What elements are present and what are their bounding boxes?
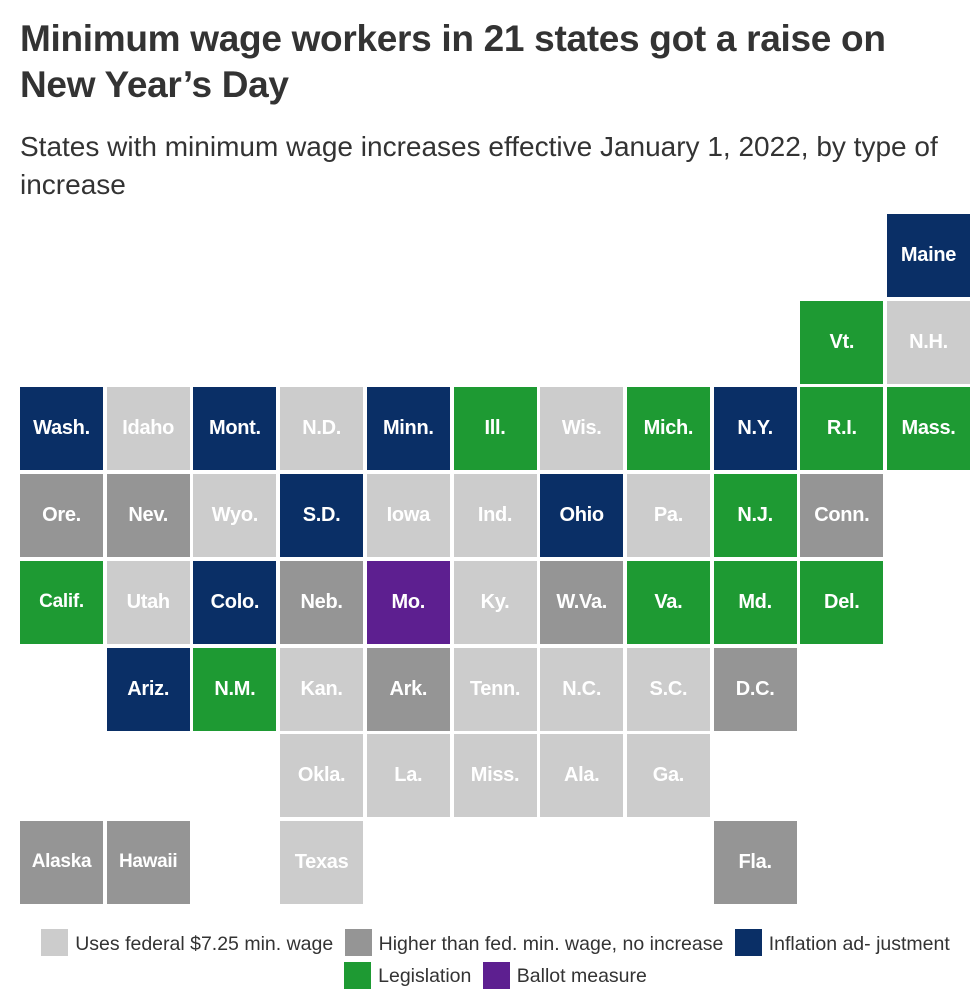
legend-swatch-higher xyxy=(344,929,372,957)
state-tile-mo: Mo. xyxy=(366,560,450,644)
state-tile-n-m: N.M. xyxy=(193,647,277,731)
state-tile-la: La. xyxy=(366,734,450,818)
legend-label-federal: Uses federal $7.25 min. wage xyxy=(75,933,334,955)
legend-label-inflation: Inflation ad- justment xyxy=(768,933,950,955)
state-tile-nev: Nev. xyxy=(106,474,190,558)
state-tile-alaska: Alaska xyxy=(20,820,103,904)
state-tile-ala: Ala. xyxy=(540,734,624,818)
state-tile-mass: Mass. xyxy=(887,387,970,471)
state-tile-hawaii: Hawaii xyxy=(106,820,190,904)
state-tile-ariz: Ariz. xyxy=(106,647,190,731)
state-tile-kan: Kan. xyxy=(280,647,364,731)
state-tile-n-j: N.J. xyxy=(713,474,797,558)
legend-item-legislation: Legislation xyxy=(338,961,472,989)
state-tile-maine: Maine xyxy=(887,214,970,297)
state-tile-ky: Ky. xyxy=(453,560,537,644)
state-tile-ark: Ark. xyxy=(366,647,450,731)
tile-map: Maine Vt. N.H. Wash. Idaho Mont. N.D. Minn. Ill.… xyxy=(20,214,970,904)
state-tile-mont: Mont. xyxy=(193,387,277,471)
state-tile-ohio: Ohio xyxy=(540,474,624,558)
state-tile-mich: Mich. xyxy=(626,387,710,471)
state-tile-calif: Calif. xyxy=(20,560,103,644)
state-tile-texas: Texas xyxy=(280,820,364,904)
state-tile-minn: Minn. xyxy=(366,387,450,471)
state-tile-utah: Utah xyxy=(106,560,190,644)
state-tile-wis: Wis. xyxy=(540,387,624,471)
legend-item-inflation: Inflation ad- justment xyxy=(729,929,950,957)
state-tile-wyo: Wyo. xyxy=(193,474,277,558)
legend-label-higher: Higher than fed. min. wage, no increase xyxy=(378,933,724,955)
state-tile-md: Md. xyxy=(713,560,797,644)
state-tile-conn: Conn. xyxy=(800,474,884,558)
state-tile-tenn: Tenn. xyxy=(453,647,537,731)
state-tile-n-h: N.H. xyxy=(887,300,970,384)
state-tile-colo: Colo. xyxy=(193,560,277,644)
state-tile-ga: Ga. xyxy=(626,734,710,818)
state-tile-d-c: D.C. xyxy=(713,647,797,731)
legend-swatch-legislation xyxy=(344,961,372,989)
state-tile-w-va: W.Va. xyxy=(540,560,624,644)
legend-label-ballot: Ballot measure xyxy=(516,965,647,988)
chart-subtitle: States with minimum wage increases effec… xyxy=(20,131,938,200)
state-tile-wash: Wash. xyxy=(20,387,103,471)
state-tile-pa: Pa. xyxy=(626,474,710,558)
state-tile-idaho: Idaho xyxy=(106,387,190,471)
state-tile-r-i: R.I. xyxy=(800,387,884,471)
state-tile-n-y: N.Y. xyxy=(713,387,797,471)
legend-label-legislation: Legislation xyxy=(378,965,472,988)
state-tile-vt: Vt. xyxy=(800,300,884,384)
legend-item-higher: Higher than fed. min. wage, no increase xyxy=(339,929,724,957)
chart-title: Minimum wage workers in 21 states got a … xyxy=(20,18,886,105)
state-tile-n-d: N.D. xyxy=(280,387,364,471)
state-tile-s-c: S.C. xyxy=(626,647,710,731)
state-tile-ore: Ore. xyxy=(20,474,103,558)
state-tile-va: Va. xyxy=(626,560,710,644)
legend-swatch-inflation xyxy=(734,929,762,957)
legend-swatch-ballot xyxy=(482,961,510,989)
legend-swatch-federal xyxy=(41,929,69,957)
legend: Uses federal $7.25 min. wage Higher than… xyxy=(20,928,965,993)
legend-item-federal: Uses federal $7.25 min. wage xyxy=(35,929,334,957)
state-tile-n-c: N.C. xyxy=(540,647,624,731)
state-tile-fla: Fla. xyxy=(713,820,797,904)
state-tile-s-d: S.D. xyxy=(280,474,364,558)
state-tile-ind: Ind. xyxy=(453,474,537,558)
state-tile-del: Del. xyxy=(800,560,884,644)
state-tile-neb: Neb. xyxy=(280,560,364,644)
state-tile-okla: Okla. xyxy=(280,734,364,818)
state-tile-iowa: Iowa xyxy=(366,474,450,558)
legend-item-ballot: Ballot measure xyxy=(477,961,647,989)
state-tile-miss: Miss. xyxy=(453,734,537,818)
state-tile-ill: Ill. xyxy=(453,387,537,471)
